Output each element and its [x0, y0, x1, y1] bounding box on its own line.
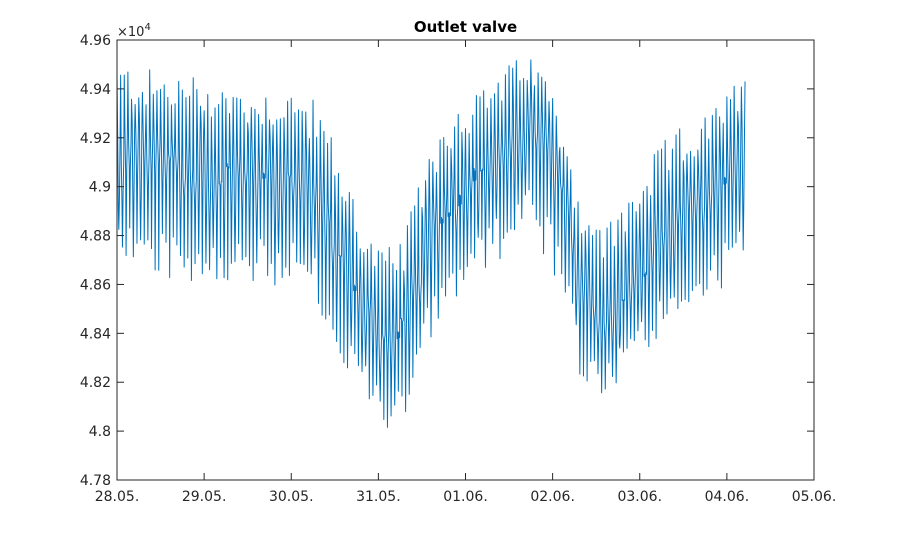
y-tick-label: 4.94 — [80, 82, 111, 98]
x-tick-label: 02.06. — [530, 489, 575, 505]
y-tick-label: 4.78 — [80, 473, 111, 489]
y-tick-label: 4.96 — [80, 33, 111, 49]
plot-background — [117, 40, 814, 480]
x-tick-label: 01.06. — [443, 489, 488, 505]
y-axis: 4.78 4.8 4.82 4.84 4.86 4.88 4.9 4.92 4.94 4.96 — [80, 33, 814, 489]
y-tick-label: 4.82 — [80, 375, 111, 391]
x-tick-label: 04.06. — [705, 489, 750, 505]
y-tick-label: 4.88 — [80, 229, 111, 245]
y-tick-label: 4.9 — [89, 180, 111, 196]
x-tick-label: 03.06. — [617, 489, 662, 505]
y-exponent-power: 4 — [144, 22, 150, 33]
y-exponent-base: ×10 — [117, 25, 144, 40]
y-exponent-label: ×104 — [117, 22, 151, 40]
x-axis: 28.05. 29.05. 30.05. 31.05. 01.06. 02.06. 03.0… — [95, 40, 837, 505]
x-tick-label: 30.05. — [269, 489, 314, 505]
y-tick-label: 4.8 — [89, 424, 111, 440]
chart-title: Outlet valve — [414, 18, 517, 36]
x-tick-label: 28.05. — [95, 489, 140, 505]
y-tick-label: 4.84 — [80, 326, 111, 342]
series-line — [116, 59, 746, 428]
x-tick-label: 31.05. — [356, 489, 401, 505]
y-tick-label: 4.92 — [80, 131, 111, 147]
x-tick-label: 05.06. — [792, 489, 837, 505]
x-tick-label: 29.05. — [182, 489, 227, 505]
y-tick-label: 4.86 — [80, 277, 111, 293]
series-layer — [116, 59, 746, 428]
